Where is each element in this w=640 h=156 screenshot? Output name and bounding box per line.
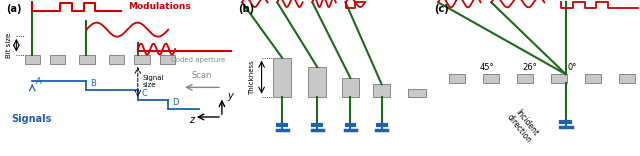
Text: 45°: 45° — [480, 63, 494, 72]
Text: 26°: 26° — [522, 63, 537, 72]
Text: Scan: Scan — [192, 71, 212, 80]
Bar — [449, 74, 465, 83]
Text: Coded aperture: Coded aperture — [170, 57, 225, 63]
Text: $z$: $z$ — [189, 115, 196, 125]
Text: Thickness: Thickness — [249, 60, 255, 95]
Bar — [160, 55, 175, 64]
Text: Signal
size: Signal size — [143, 75, 164, 88]
Text: A: A — [36, 77, 42, 86]
Text: C: C — [141, 88, 147, 98]
Text: B: B — [90, 79, 96, 88]
Text: Signals: Signals — [12, 114, 52, 124]
Bar — [551, 74, 566, 83]
Text: $y$: $y$ — [227, 91, 235, 103]
Text: (c): (c) — [434, 4, 449, 14]
Bar — [50, 55, 65, 64]
Text: 0°: 0° — [567, 63, 577, 72]
Bar — [79, 55, 95, 64]
Text: Incident
direction: Incident direction — [505, 106, 541, 145]
Bar — [342, 78, 359, 97]
Bar — [516, 74, 532, 83]
Bar — [585, 74, 601, 83]
Bar — [408, 89, 426, 97]
Bar — [109, 55, 124, 64]
Bar — [24, 55, 40, 64]
Bar — [134, 55, 150, 64]
Bar — [273, 58, 291, 97]
Text: D: D — [172, 98, 178, 107]
Text: Bit size: Bit size — [6, 33, 12, 58]
Bar — [619, 74, 635, 83]
Text: (a): (a) — [6, 4, 21, 14]
Bar — [483, 74, 499, 83]
Bar — [373, 84, 390, 97]
Text: Modulations: Modulations — [129, 2, 191, 11]
Text: (b): (b) — [238, 4, 254, 14]
Bar — [308, 67, 326, 97]
